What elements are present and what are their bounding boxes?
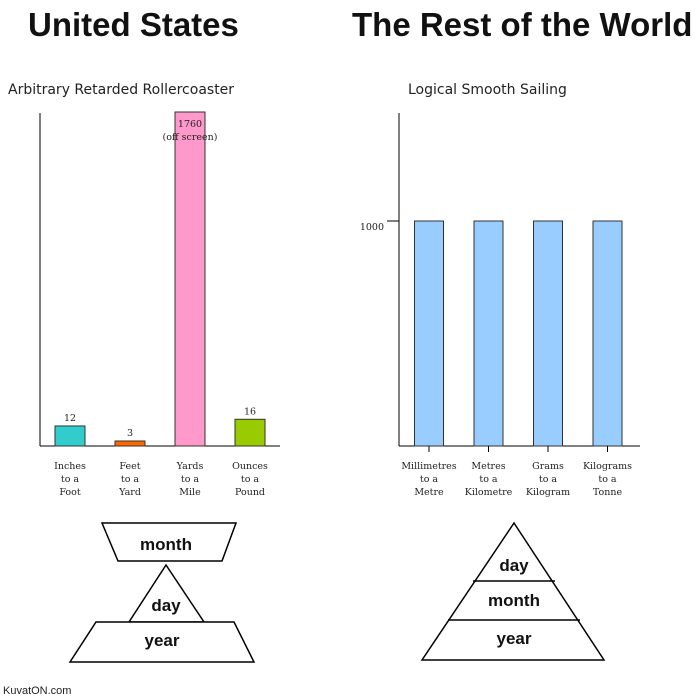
category-label: to a bbox=[539, 474, 558, 485]
chart-metric-units: 1000 Millimetres to a Metre Metres to a Kilome… bbox=[360, 113, 640, 498]
pyramid-right-middle-label: month bbox=[488, 591, 540, 610]
bar-value-label: 1760 bbox=[178, 119, 202, 130]
category-label: Metre bbox=[414, 487, 444, 498]
category-label: Yards bbox=[176, 461, 204, 472]
category-label: to a bbox=[181, 474, 200, 485]
pyramid-left-top-label: month bbox=[140, 535, 192, 554]
pyramid-us-date: month day year bbox=[68, 522, 256, 663]
category-label: Inches bbox=[54, 461, 86, 472]
category-label: to a bbox=[420, 474, 439, 485]
chart-title-right: Logical Smooth Sailing bbox=[408, 82, 567, 98]
bar bbox=[592, 220, 623, 447]
heading-united-states: United States bbox=[28, 6, 239, 43]
category-label: Metres bbox=[471, 461, 505, 472]
pyramid-year-segment bbox=[68, 621, 256, 663]
bar-value-label: 16 bbox=[244, 406, 256, 417]
pyramid-right-top-label: day bbox=[499, 556, 529, 575]
pyramid-left-bottom-label: year bbox=[145, 631, 180, 650]
category-label: Foot bbox=[59, 487, 81, 498]
bar bbox=[414, 220, 444, 447]
pyramid-month-segment bbox=[100, 522, 238, 562]
category-label: to a bbox=[479, 474, 498, 485]
bar bbox=[533, 220, 563, 447]
watermark: KuvatON.com bbox=[3, 685, 72, 697]
category-label: Yard bbox=[118, 487, 141, 498]
category-label: Feet bbox=[119, 461, 140, 472]
category-label: Kilogram bbox=[526, 487, 570, 498]
category-label: Grams bbox=[532, 461, 564, 472]
category-label: Mile bbox=[179, 487, 201, 498]
y-tick-label: 1000 bbox=[360, 222, 384, 233]
category-label: Pound bbox=[235, 487, 265, 498]
chart-us-units: 12 Inches to a Foot 3 Feet to a Yard 1760 (off sc… bbox=[39, 111, 280, 498]
category-label: Kilometre bbox=[465, 487, 513, 498]
pyramid-outline bbox=[420, 521, 606, 661]
category-label: Kilograms bbox=[583, 461, 632, 472]
bar-annotation: (off screen) bbox=[162, 132, 217, 143]
category-label: to a bbox=[61, 474, 80, 485]
category-label: to a bbox=[121, 474, 140, 485]
heading-rest-of-world: The Rest of the World bbox=[352, 6, 693, 43]
pyramid-left-middle-label: day bbox=[151, 596, 181, 615]
bar bbox=[174, 111, 206, 447]
category-label: Millimetres bbox=[401, 461, 456, 472]
bar-value-label: 12 bbox=[64, 413, 76, 424]
pyramid-world-date: day month year bbox=[420, 521, 606, 661]
bar bbox=[473, 220, 504, 447]
bar bbox=[114, 440, 146, 447]
bar bbox=[54, 425, 86, 447]
category-label: to a bbox=[598, 474, 617, 485]
category-label: Ounces bbox=[232, 461, 268, 472]
bar-value-label: 3 bbox=[127, 428, 133, 439]
chart-title-left: Arbitrary Retarded Rollercoaster bbox=[8, 82, 235, 98]
pyramid-right-bottom-label: year bbox=[497, 629, 532, 648]
bar bbox=[234, 418, 266, 447]
category-label: Tonne bbox=[593, 487, 623, 498]
category-label: to a bbox=[241, 474, 260, 485]
